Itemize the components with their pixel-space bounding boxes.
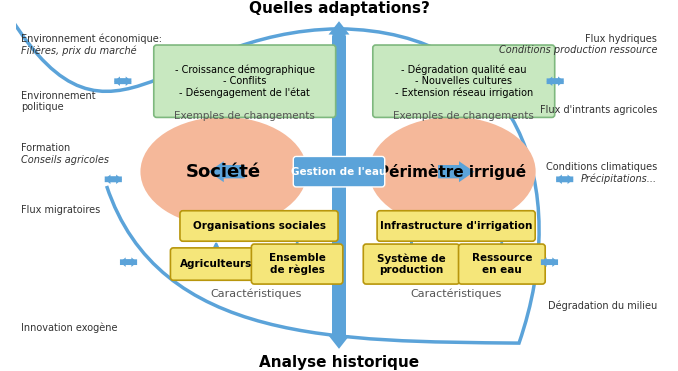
Text: Environnement
politique: Environnement politique — [21, 91, 96, 112]
FancyArrow shape — [104, 174, 122, 184]
FancyArrow shape — [120, 257, 137, 267]
FancyBboxPatch shape — [377, 211, 535, 241]
FancyArrow shape — [546, 76, 563, 86]
Text: Environnement économique:: Environnement économique: — [21, 34, 162, 44]
FancyArrow shape — [209, 161, 245, 182]
Text: Flux d'intrants agricoles: Flux d'intrants agricoles — [540, 105, 657, 115]
FancyBboxPatch shape — [170, 248, 262, 280]
Text: Précipitations...: Précipitations... — [581, 174, 657, 184]
FancyArrow shape — [438, 161, 474, 182]
FancyBboxPatch shape — [294, 157, 384, 187]
FancyArrow shape — [115, 76, 132, 86]
Text: Formation: Formation — [21, 143, 70, 153]
FancyArrow shape — [115, 76, 132, 86]
Text: Flux migratoires: Flux migratoires — [21, 205, 100, 215]
FancyArrow shape — [541, 257, 558, 267]
Text: Caractéristiques: Caractéristiques — [410, 288, 502, 299]
Ellipse shape — [140, 117, 307, 226]
Text: - Croissance démographique
- Conflits
- Désengagement de l'état: - Croissance démographique - Conflits - … — [175, 64, 315, 98]
Ellipse shape — [369, 117, 536, 226]
FancyArrow shape — [556, 174, 574, 184]
Text: Caractéristiques: Caractéristiques — [210, 288, 302, 299]
FancyBboxPatch shape — [458, 244, 545, 284]
Text: Conditions climatiques: Conditions climatiques — [546, 162, 657, 172]
Text: Innovation exogène: Innovation exogène — [21, 322, 117, 333]
Text: Infrastructure d'irrigation: Infrastructure d'irrigation — [380, 221, 532, 231]
Text: Quelles adaptations?: Quelles adaptations? — [249, 1, 429, 16]
Text: Filières, prix du marché: Filières, prix du marché — [21, 45, 136, 56]
FancyBboxPatch shape — [332, 36, 346, 335]
Text: Société: Société — [186, 163, 261, 181]
Text: Exemples de changements: Exemples de changements — [393, 111, 534, 121]
Text: Dégradation du milieu: Dégradation du milieu — [548, 300, 657, 311]
FancyBboxPatch shape — [373, 45, 555, 117]
Text: Conditions production ressource: Conditions production ressource — [498, 45, 657, 55]
Text: Périmètre irrigué: Périmètre irrigué — [378, 164, 526, 180]
Text: Exemples de changements: Exemples de changements — [174, 111, 315, 121]
Text: Ensemble
de règles: Ensemble de règles — [268, 253, 325, 275]
FancyArrow shape — [329, 315, 349, 349]
FancyArrow shape — [541, 257, 558, 267]
FancyBboxPatch shape — [154, 45, 336, 117]
FancyBboxPatch shape — [231, 165, 452, 178]
Text: Organisations sociales: Organisations sociales — [193, 221, 325, 231]
FancyArrow shape — [556, 174, 574, 184]
FancyArrow shape — [104, 174, 122, 184]
Text: - Dégradation qualité eau
- Nouvelles cultures
- Extension réseau irrigation: - Dégradation qualité eau - Nouvelles cu… — [395, 64, 533, 98]
FancyBboxPatch shape — [363, 244, 460, 284]
Text: Agriculteurs: Agriculteurs — [180, 259, 252, 269]
FancyArrow shape — [546, 76, 563, 86]
Text: Système de
production: Système de production — [377, 253, 445, 275]
Text: Analyse historique: Analyse historique — [259, 355, 419, 370]
FancyArrow shape — [329, 21, 349, 56]
Text: Flux hydriques: Flux hydriques — [585, 34, 657, 44]
Text: Conseils agricoles: Conseils agricoles — [21, 155, 109, 165]
Text: Ressource
en eau: Ressource en eau — [472, 253, 532, 275]
FancyBboxPatch shape — [180, 211, 338, 241]
Text: Gestion de l'eau: Gestion de l'eau — [292, 167, 386, 177]
FancyArrow shape — [120, 257, 137, 267]
FancyBboxPatch shape — [252, 244, 343, 284]
